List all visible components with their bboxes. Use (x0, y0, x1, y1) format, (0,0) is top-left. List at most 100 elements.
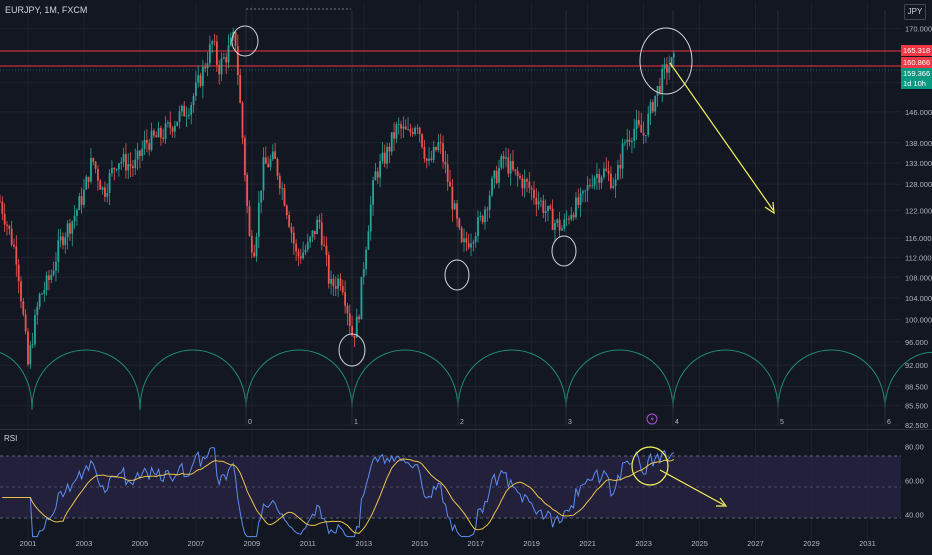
currency-button[interactable]: JPY (904, 4, 926, 20)
candle-body (607, 170, 610, 174)
candle-body (486, 209, 489, 211)
candle-body (498, 167, 500, 183)
candle-body (1, 201, 4, 214)
candle-body (642, 132, 645, 136)
price-tag-upper: 165.318 (901, 45, 932, 56)
price-tick-label: 138.000 (905, 139, 932, 148)
candle-body (647, 113, 650, 136)
candle-body (332, 278, 335, 287)
candle-body (108, 173, 111, 194)
candle-body (281, 188, 284, 189)
candle-body (547, 205, 549, 211)
candle-body (334, 286, 337, 289)
candle-body (672, 53, 675, 58)
cycle-number: 6 (887, 419, 891, 426)
candle-body (411, 132, 414, 134)
candle-body (390, 132, 393, 152)
candle-body (407, 129, 409, 130)
candle-body (528, 181, 531, 188)
candle-body (586, 184, 589, 191)
candle-body (192, 96, 195, 105)
candle-body (351, 325, 353, 336)
rsi-forecast-arrow[interactable] (659, 469, 725, 506)
candle-body (299, 256, 302, 259)
candle-body (348, 313, 351, 326)
candle-body (269, 159, 272, 168)
circle-low-2020[interactable] (551, 235, 577, 267)
candle-body (495, 170, 498, 183)
candle-body (423, 147, 426, 159)
rsi-label[interactable]: RSI (4, 434, 18, 443)
candle-body (491, 178, 493, 196)
candle-body (472, 242, 475, 244)
annotations[interactable] (231, 25, 775, 367)
candle-body (115, 169, 118, 170)
candle-body (551, 208, 554, 231)
candle-body (150, 130, 153, 150)
candle-body (563, 219, 566, 229)
candle-body (479, 215, 482, 218)
candle-body (530, 187, 533, 190)
time-axis[interactable]: 2001 2003 2005 2007 2009 2011 2013 2015 2017 2019… (20, 539, 876, 548)
candle-body (360, 276, 363, 320)
rsi-axis[interactable]: 80.00 60.00 40.00 (905, 443, 924, 520)
circle-current-top[interactable] (639, 27, 693, 95)
symbol-title[interactable]: EURJPY, 1M, FXCM (5, 5, 88, 15)
time-tick-label: 2023 (635, 539, 652, 548)
candle-body (409, 129, 412, 133)
candle-body (267, 163, 270, 168)
candle-body (381, 152, 384, 162)
circle-low-2012[interactable] (338, 333, 366, 367)
candle-body (22, 301, 25, 315)
candle-body (603, 168, 605, 178)
candle-body (106, 193, 109, 197)
cycle-arc (245, 349, 353, 411)
candle-body (670, 57, 673, 68)
candle-body (250, 235, 253, 253)
candle-body (668, 67, 671, 73)
candle-body (369, 204, 372, 232)
time-tick-label: 2015 (411, 539, 428, 548)
flash-icon[interactable] (646, 413, 658, 425)
candle-body (255, 236, 258, 257)
candle-body (488, 195, 491, 210)
candle-body (239, 75, 242, 103)
forecast-arrow[interactable] (669, 62, 774, 211)
candle-body (99, 180, 102, 190)
candle-body (467, 242, 470, 248)
candle-body (341, 286, 344, 293)
candle-body (59, 236, 62, 241)
candle-body (584, 190, 587, 192)
candle-body (432, 147, 435, 160)
candle-body (215, 41, 218, 65)
candle-body (31, 344, 34, 346)
candle-body (243, 138, 246, 176)
candle-body (118, 163, 120, 170)
candle-body (15, 246, 18, 265)
candle-body (55, 261, 57, 271)
candle-body (591, 185, 594, 187)
candle-body (428, 158, 430, 161)
candle-body (484, 209, 486, 223)
candle-body (27, 331, 29, 365)
candle-body (649, 102, 652, 114)
candle-body (101, 187, 104, 190)
candle-body (502, 156, 505, 159)
circle-top-2008[interactable] (231, 25, 259, 57)
candle-body (141, 148, 144, 157)
time-tick-label: 2027 (747, 539, 764, 548)
candle-body (304, 249, 307, 253)
circle-low-2016[interactable] (444, 259, 470, 291)
candle-body (463, 238, 465, 242)
candle-body (17, 264, 20, 282)
grid (0, 2, 901, 540)
rsi-circle-current[interactable] (631, 446, 669, 486)
candle-body (442, 143, 444, 162)
time-tick-label: 2019 (523, 539, 540, 548)
candle-body (561, 228, 563, 231)
candle-body (516, 171, 519, 177)
candle-body (97, 168, 99, 181)
candle-body (614, 179, 617, 187)
candle-body (661, 68, 664, 93)
